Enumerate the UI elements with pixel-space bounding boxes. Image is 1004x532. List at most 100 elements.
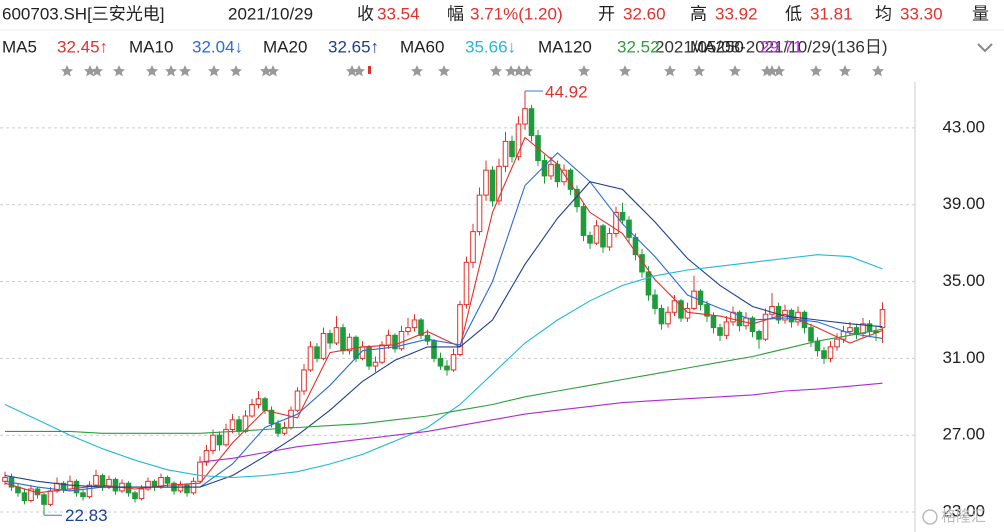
ma-label: MA60 [400, 37, 444, 56]
candle-body [574, 188, 580, 208]
ma-line [5, 328, 883, 434]
candle-body [814, 340, 821, 352]
quote-label: 高 [690, 4, 707, 23]
quote-value: 33.92 [715, 4, 758, 23]
candle-body [249, 403, 255, 417]
candle-body [203, 450, 210, 463]
quote-label: 均 [875, 4, 892, 23]
event-star [91, 65, 103, 77]
candle-body [138, 488, 145, 500]
event-marker [368, 66, 371, 74]
event-star [729, 65, 741, 77]
quote-date: 2021/10/29 [228, 4, 313, 23]
ma-value: 32.45↑ [57, 37, 108, 56]
candle-body [613, 211, 619, 235]
volume-label: 量 [972, 4, 989, 23]
ma-label: MA5 [2, 37, 37, 56]
candle-body [476, 194, 483, 233]
candle-body [691, 290, 697, 309]
candle-body [684, 307, 691, 319]
ma-value: 32.52 [617, 37, 660, 56]
candle-body [418, 319, 424, 336]
candle-body [483, 169, 489, 196]
stock-title: 600703.SH[三安光电] [2, 4, 165, 23]
y-tick-label: 27.00 [942, 425, 985, 444]
ma-line [199, 382, 883, 463]
candle-body [821, 350, 827, 359]
watermark-logo [922, 509, 938, 525]
low-label: 22.83 [65, 506, 108, 525]
ma-line [4, 136, 883, 494]
ma-value: 32.65↑ [328, 37, 379, 56]
candle-body [392, 334, 398, 350]
event-star [773, 65, 785, 77]
quote-label: 幅 [447, 4, 464, 23]
quote-value: 32.60 [623, 4, 666, 23]
candle-body [301, 369, 307, 392]
y-tick-label: 39.00 [942, 194, 985, 213]
ma-label: MA120 [538, 37, 592, 56]
event-star [513, 65, 525, 77]
candle-body [593, 225, 600, 244]
event-star [260, 65, 272, 77]
candle-body [164, 476, 171, 484]
candle-body [600, 225, 606, 248]
candle-body [28, 488, 34, 502]
event-star [872, 65, 884, 77]
event-star [84, 65, 96, 77]
quote-value: 33.54 [377, 4, 420, 23]
candle-body [723, 321, 730, 336]
ma-value: 35.66↓ [465, 37, 516, 56]
candle-body [47, 490, 54, 505]
ma-label: MA10 [129, 37, 173, 56]
event-star [208, 65, 220, 77]
event-star [521, 65, 533, 77]
high-label: 44.92 [545, 83, 588, 102]
event-star [146, 65, 158, 77]
candle-body [314, 346, 320, 359]
candle-body [41, 494, 47, 505]
event-star [490, 65, 502, 77]
event-star [230, 65, 242, 77]
candle-body [470, 231, 476, 263]
candle-body [223, 428, 229, 446]
event-star [810, 65, 822, 77]
y-tick-label: 23.00 [942, 502, 985, 521]
candle-body [671, 300, 678, 313]
candle-body [398, 330, 405, 350]
ma-line [4, 181, 883, 488]
candle-body [606, 233, 613, 248]
event-star [766, 65, 778, 77]
candle-body [229, 419, 236, 430]
candle-body [665, 311, 671, 325]
candle-body [372, 361, 379, 367]
candle-body [197, 461, 203, 482]
candle-body [112, 478, 119, 492]
ma-label: MA20 [263, 37, 307, 56]
candle-body [307, 346, 314, 371]
candle-body [645, 271, 652, 296]
candle-body [463, 261, 470, 306]
candle-body [580, 206, 587, 236]
quote-value: 31.81 [810, 4, 853, 23]
quote-value: 33.30 [900, 4, 943, 23]
candle-body [340, 327, 346, 352]
candle-body [619, 211, 626, 221]
watermark: 格隆汇 [941, 508, 986, 525]
candle-body [210, 434, 216, 452]
candle-body [93, 475, 99, 486]
candle-body [879, 309, 886, 329]
event-star [60, 65, 73, 77]
candle-body [678, 300, 684, 319]
candle-body [411, 319, 418, 329]
candle-body [730, 311, 736, 323]
event-star [113, 65, 125, 77]
event-star [179, 65, 191, 77]
ma-value: 29.71 [760, 37, 803, 56]
dropdown-icon[interactable] [977, 43, 993, 53]
quote-label: 收 [357, 4, 374, 23]
candle-body [502, 140, 509, 167]
candle-body [132, 492, 138, 500]
event-star [267, 65, 279, 77]
